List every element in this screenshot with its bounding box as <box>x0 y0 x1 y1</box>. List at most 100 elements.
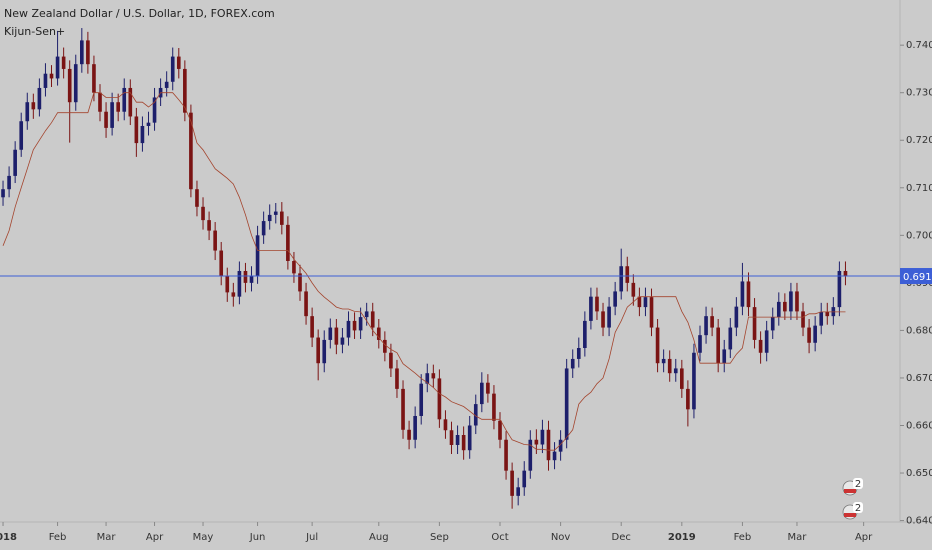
candle-body <box>140 125 145 144</box>
event-badge <box>853 502 863 513</box>
candle-body <box>752 307 757 340</box>
chart-title: New Zealand Dollar / U.S. Dollar, 1D, FO… <box>4 7 275 20</box>
candle-body <box>437 378 442 420</box>
candle-body <box>637 296 642 308</box>
y-tick-label: 0.72000 <box>906 135 932 146</box>
candle-body <box>255 235 260 277</box>
candle-body <box>807 327 811 343</box>
candle-body <box>134 116 139 144</box>
candle-body <box>813 325 817 343</box>
candle-body <box>413 415 417 440</box>
candle-body <box>467 425 472 451</box>
x-tick-label: Jul <box>305 532 318 543</box>
candle-body <box>425 373 430 384</box>
candle-body <box>825 311 830 317</box>
candle-body <box>104 111 108 128</box>
candle-body <box>310 316 314 338</box>
candle-body <box>61 56 66 69</box>
x-tick-label: 2019 <box>668 532 696 543</box>
x-tick-label: Mar <box>97 532 117 543</box>
candle-body <box>189 112 193 190</box>
candle-body <box>304 291 308 317</box>
candle-body <box>558 439 563 452</box>
x-tick-label: Nov <box>551 532 571 543</box>
candle-body <box>673 368 678 374</box>
event-badge <box>853 478 863 489</box>
candle-body <box>504 439 508 471</box>
candle-body <box>389 352 393 369</box>
candle-body <box>7 175 11 190</box>
candle-body <box>261 221 266 236</box>
candle-body <box>843 270 848 277</box>
candle-body <box>801 311 805 328</box>
candle-body <box>1 189 5 198</box>
candle-body <box>589 296 593 321</box>
candle-body <box>595 296 599 312</box>
indicator-name: Kijun-Sen+ <box>4 25 65 38</box>
candle-body <box>613 291 617 307</box>
candle-body <box>80 40 84 65</box>
event-badge-count: 2 <box>855 503 861 514</box>
candle-body <box>170 56 175 82</box>
candle-body <box>528 439 533 471</box>
candle-body <box>225 276 230 293</box>
candle-body <box>776 301 781 318</box>
candle-body <box>783 301 787 312</box>
candle-body <box>92 64 96 93</box>
candle-body <box>758 339 763 353</box>
candle-body <box>67 68 72 103</box>
x-tick-label: Apr <box>855 532 873 543</box>
candle-body <box>716 327 720 364</box>
kijun-line <box>2 92 846 451</box>
candle-body <box>498 420 502 440</box>
candle-body <box>552 451 557 461</box>
candle-body <box>510 470 514 496</box>
candle-body <box>358 317 363 331</box>
event-flag-stripe <box>844 513 856 517</box>
y-tick-label: 0.64000 <box>906 516 932 527</box>
candle-body <box>480 382 484 405</box>
candle-body <box>219 250 224 277</box>
candle-body <box>383 339 387 353</box>
candle-body <box>625 266 630 283</box>
candle-body <box>419 383 424 416</box>
candle-body <box>728 327 733 350</box>
candle-body <box>231 292 236 297</box>
candle-body <box>183 68 187 113</box>
candle-body <box>249 276 254 283</box>
candle-body <box>280 211 284 225</box>
event-flag-stripe <box>844 489 856 493</box>
candle-body <box>746 281 751 308</box>
candle-body <box>710 316 714 328</box>
candle-body <box>698 335 702 353</box>
candle-body <box>273 211 278 215</box>
candle-body <box>286 224 290 261</box>
candle-body <box>237 270 242 297</box>
candle-body <box>128 87 133 117</box>
candle-body <box>583 320 587 348</box>
candle-body <box>492 393 496 421</box>
candle-body <box>352 320 357 331</box>
candle-body <box>73 64 78 103</box>
candle-body <box>516 487 520 496</box>
candle-body <box>795 291 799 312</box>
candle-body <box>25 102 30 122</box>
x-tick-label: Dec <box>612 532 631 543</box>
candle-body <box>55 56 60 79</box>
candle-body <box>722 349 727 364</box>
candle-body <box>667 358 672 374</box>
candle-body <box>607 306 611 328</box>
candle-body <box>686 388 690 410</box>
y-tick-label: 0.65000 <box>906 468 932 479</box>
event-badge-count: 2 <box>855 479 861 490</box>
candle-body <box>110 102 114 128</box>
candle-body <box>631 282 636 297</box>
candle-body <box>328 327 333 340</box>
candle-body <box>449 430 454 445</box>
y-tick-label: 0.71000 <box>906 183 932 194</box>
candle-body <box>601 311 605 328</box>
candle-body <box>364 311 369 318</box>
candle-body <box>37 87 42 110</box>
